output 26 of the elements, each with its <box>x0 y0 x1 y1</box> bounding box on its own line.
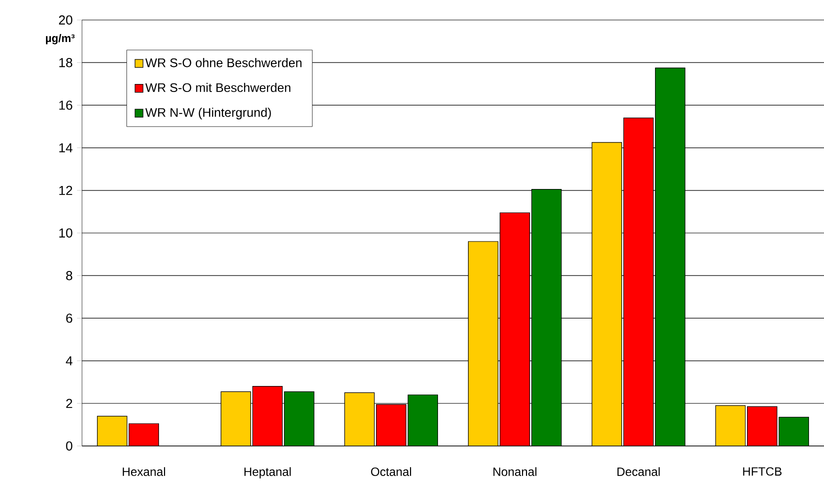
y-tick-label: 2 <box>66 398 72 408</box>
x-tick-label: HFTCB <box>743 467 782 476</box>
y-tick-label: 0 <box>66 441 72 451</box>
x-tick-label: Hexanal <box>122 467 166 476</box>
x-tick-label: Heptanal <box>244 467 291 478</box>
y-tick-label: 6 <box>66 314 72 323</box>
y-tick-label: 12 <box>59 186 72 195</box>
legend-label: WR S-O mit Beschwerden <box>145 82 290 92</box>
x-tick-label: Octanal <box>371 467 412 476</box>
bar <box>778 416 809 446</box>
bar <box>655 68 686 446</box>
y-tick-label: 4 <box>66 356 72 366</box>
legend-label: WR S-O ohne Beschwerden <box>145 58 302 68</box>
y-tick-label: 14 <box>59 143 72 152</box>
y-tick-label: 18 <box>59 58 72 68</box>
y-tick-label: 8 <box>66 270 72 280</box>
y-tick-label: 20 <box>59 15 72 25</box>
y-tick-label: 16 <box>59 100 72 110</box>
bar <box>284 391 314 446</box>
legend-label: WR N-W (Hintergrund) <box>145 108 271 120</box>
y-tick-label: 10 <box>59 228 72 238</box>
bar <box>408 394 438 446</box>
y-axis-title: µg/m³ <box>46 34 75 44</box>
x-tick-label: Decanal <box>617 467 660 476</box>
bar <box>531 189 562 446</box>
x-tick-label: Nonanal <box>493 467 536 476</box>
